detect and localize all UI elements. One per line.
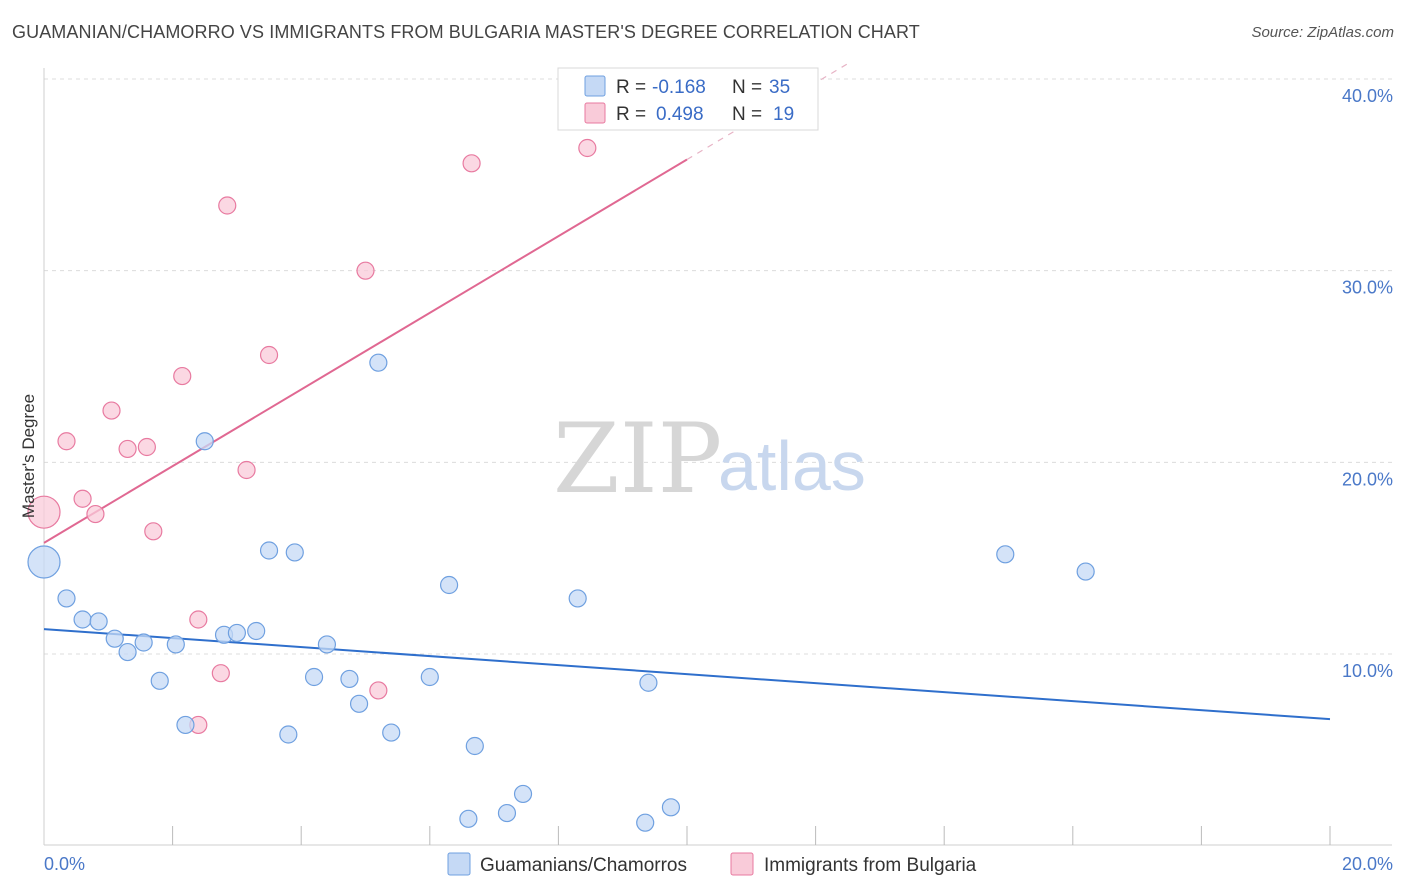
y-tick-label-0: 10.0% [1342, 661, 1393, 681]
bottom-legend-label-pink: Immigrants from Bulgaria [764, 855, 977, 876]
guamanian-point-33 [996, 545, 1015, 564]
bulgaria-point-8 [173, 366, 192, 386]
guamanian-point-6 [134, 633, 153, 652]
bulgaria-point-0 [27, 495, 61, 529]
data-points [27, 138, 1095, 832]
bulgaria-point-15 [356, 261, 375, 280]
guamanian-point-5 [118, 642, 137, 662]
guamanian-point-8 [166, 635, 185, 654]
bottom-legend-label-blue: Guamanians/Chamorros [480, 855, 687, 876]
bulgaria-point-6 [137, 437, 156, 457]
bulgaria-point-16 [369, 681, 388, 700]
guamanian-point-28 [513, 784, 533, 804]
bottom-legend-swatch-blue [447, 852, 471, 876]
bulgaria-point-3 [86, 504, 105, 524]
trend-line-guamanians [43, 628, 1331, 721]
guamanian-point-18 [317, 635, 337, 654]
bulgaria-point-9 [189, 610, 208, 629]
legend-swatch-blue [584, 75, 606, 97]
y-axis-label: Master's Degree [19, 394, 38, 518]
bulgaria-point-13 [237, 460, 256, 480]
bottom-legend: Guamanians/Chamorros Immigrants from Bul… [447, 852, 977, 876]
bulgaria-point-1 [57, 432, 76, 451]
watermark-zip: ZIP [553, 403, 722, 515]
legend-box: R = -0.168 N = 35 R = 0.498 N = 19 [557, 67, 819, 131]
guamanian-point-23 [420, 667, 439, 687]
legend-n-value-2: 19 [773, 104, 794, 125]
watermark: ZIP atlas [553, 403, 866, 515]
y-tick-labels: 10.0% 20.0% 30.0% 40.0% [1342, 86, 1393, 681]
guamanian-point-31 [639, 673, 658, 692]
guamanian-point-15 [279, 725, 298, 744]
guamanian-point-10 [195, 432, 214, 451]
trend-lines [43, 63, 1331, 721]
chart-title: GUAMANIAN/CHAMORRO VS IMMIGRANTS FROM BU… [12, 22, 920, 42]
guamanian-point-22 [382, 723, 401, 742]
y-tick-label-1: 20.0% [1342, 469, 1393, 489]
guamanian-point-29 [568, 589, 587, 608]
guamanian-point-2 [73, 610, 92, 629]
guamanian-point-34 [1076, 562, 1095, 581]
y-tick-label-2: 30.0% [1342, 278, 1393, 298]
bulgaria-point-7 [144, 522, 163, 541]
x-tick-label-max: 20.0% [1342, 854, 1393, 874]
bulgaria-point-5 [118, 439, 137, 459]
legend-n-value-1: 35 [769, 77, 790, 98]
guamanian-point-20 [349, 694, 369, 713]
legend-swatch-pink [584, 102, 606, 124]
bulgaria-point-18 [578, 138, 597, 158]
bulgaria-point-12 [218, 196, 237, 215]
legend-r-value-2: 0.498 [656, 104, 704, 125]
guamanian-point-12 [227, 623, 246, 643]
x-tick-label-min: 0.0% [44, 854, 85, 874]
guamanian-point-16 [285, 543, 304, 562]
guamanian-point-7 [150, 671, 169, 690]
guamanian-point-9 [176, 715, 195, 735]
guamanian-point-1 [57, 589, 76, 608]
source-credit: Source: ZipAtlas.com [1251, 24, 1394, 41]
bottom-legend-swatch-pink [730, 852, 754, 876]
legend-r-label-2: R = [616, 104, 646, 125]
x-tick-labels: 0.0% 20.0% [44, 854, 1393, 874]
guamanian-point-21 [369, 353, 388, 372]
guamanian-point-0 [27, 545, 61, 579]
guamanian-point-26 [465, 736, 484, 756]
bulgaria-point-2 [73, 489, 92, 508]
guamanian-point-14 [259, 541, 279, 560]
guamanian-point-4 [105, 629, 124, 648]
guamanian-point-32 [661, 798, 681, 817]
guamanian-point-17 [304, 667, 324, 687]
guamanian-point-25 [459, 809, 478, 828]
guamanian-point-3 [89, 612, 108, 631]
guamanian-point-13 [247, 621, 266, 641]
y-tick-label-3: 40.0% [1342, 86, 1393, 106]
bulgaria-point-17 [462, 154, 481, 173]
guamanian-point-19 [340, 669, 359, 689]
axes [43, 68, 1392, 846]
watermark-atlas: atlas [718, 427, 866, 505]
trend-line-bulgaria [43, 158, 688, 544]
legend-r-value-1: -0.168 [652, 77, 706, 98]
legend-r-label-1: R = [616, 77, 646, 98]
guamanian-point-27 [497, 803, 517, 823]
guamanian-point-30 [636, 813, 655, 832]
bulgaria-point-4 [102, 401, 121, 420]
guamanian-point-24 [439, 575, 459, 595]
grid-lines [44, 78, 1392, 655]
legend-n-label-2: N = [732, 104, 762, 125]
bulgaria-point-14 [259, 345, 279, 365]
legend-n-label-1: N = [732, 77, 762, 98]
bulgaria-point-11 [211, 664, 230, 683]
